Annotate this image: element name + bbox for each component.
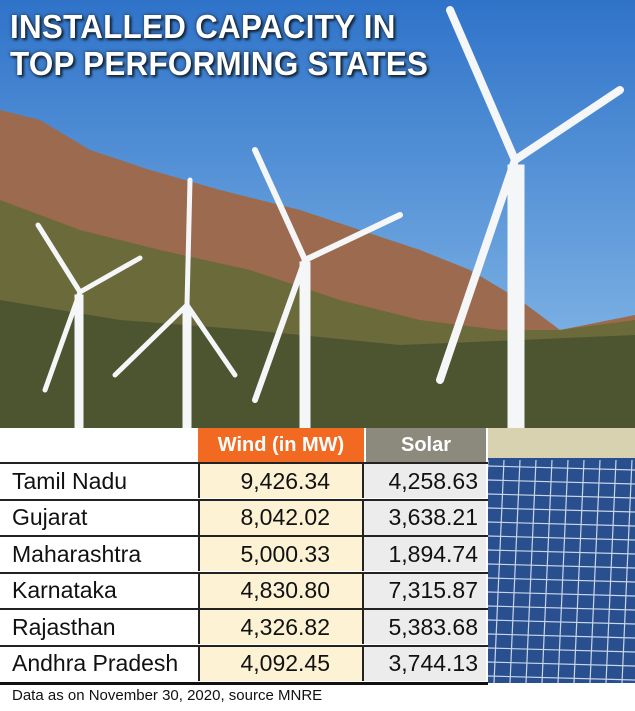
solar-value: 7,315.87 <box>364 573 486 608</box>
solar-value: 3,638.21 <box>364 500 486 535</box>
solar-value: 4,258.63 <box>364 464 486 498</box>
table-row: Maharashtra 5,000.33 1,894.74 <box>0 535 488 571</box>
state-cell: Maharashtra <box>12 540 142 567</box>
solar-value: 1,894.74 <box>364 537 486 571</box>
table-row: Gujarat 8,042.02 3,638.21 <box>0 498 488 535</box>
wind-column-header: Wind (in MW) <box>198 428 364 462</box>
solar-value: 5,383.68 <box>364 610 486 644</box>
state-cell: Karnataka <box>12 577 117 603</box>
table-row: Karnataka 4,830.80 7,315.87 <box>0 571 488 608</box>
state-cell: Tamil Nadu <box>12 467 128 494</box>
wind-value: 4,326.82 <box>198 610 364 644</box>
wind-turbines-photo <box>0 0 635 430</box>
table-row: Rajasthan 4,326.82 5,383.68 <box>0 608 488 644</box>
solar-value: 3,744.13 <box>364 646 486 681</box>
wind-value: 5,000.33 <box>198 537 364 571</box>
wind-value: 4,830.80 <box>198 573 364 608</box>
wind-value: 9,426.34 <box>198 464 364 498</box>
state-cell: Gujarat <box>12 504 88 530</box>
solar-column-header: Solar <box>366 428 486 462</box>
table-row: Andhra Pradesh 4,092.45 3,744.13 <box>0 644 488 681</box>
capacity-table: Wind (in MW) Solar Tamil Nadu 9,426.34 4,2… <box>0 428 488 685</box>
table-row: Tamil Nadu 9,426.34 4,258.63 <box>0 462 488 498</box>
wind-value: 4,092.45 <box>198 646 364 681</box>
state-cell: Rajasthan <box>12 613 116 640</box>
title-line-1: INSTALLED CAPACITY IN <box>10 8 396 45</box>
wind-value: 8,042.02 <box>198 500 364 535</box>
source-note: Data as on November 30, 2020, source MNR… <box>12 687 323 704</box>
solar-panels-photo <box>488 428 635 683</box>
state-cell: Andhra Pradesh <box>12 650 179 676</box>
title-line-2: TOP PERFORMING STATES <box>10 45 429 82</box>
page-title: INSTALLED CAPACITY IN TOP PERFORMING STA… <box>10 8 428 82</box>
